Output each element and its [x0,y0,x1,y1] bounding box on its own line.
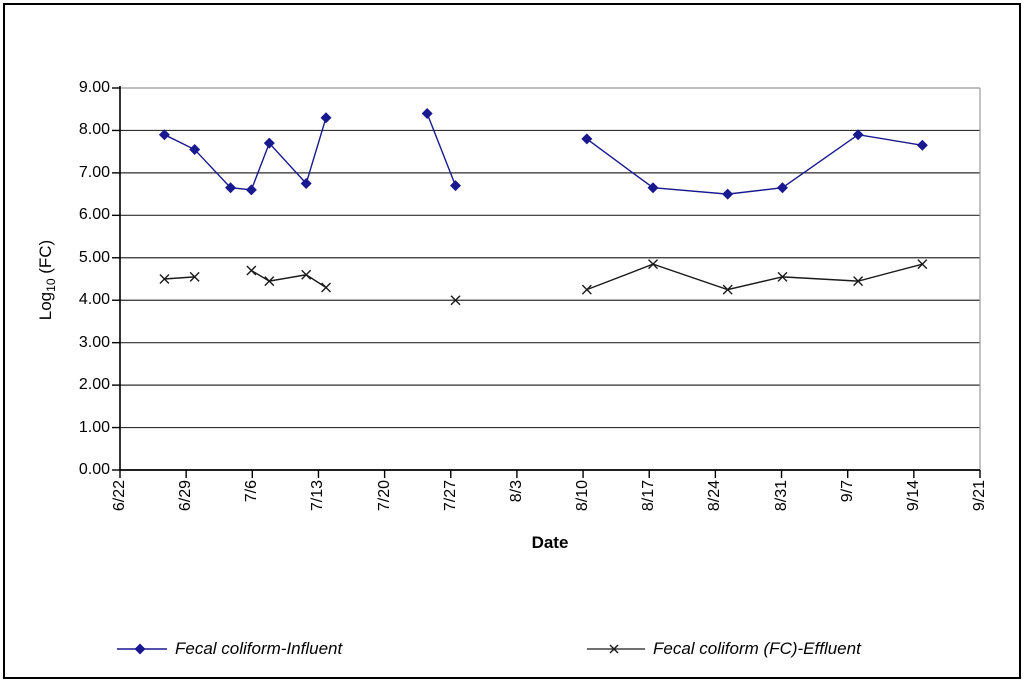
y-axis-title: Log10 (FC) [36,240,58,320]
data-point-diamond [225,182,237,194]
data-point-x [777,271,788,282]
legend-marker-influent-diamond-icon [117,643,167,655]
y-axis-title-subscript: 10 [44,278,59,292]
data-point-x [917,259,928,270]
legend-label-effluent: Fecal coliform (FC)-Effluent [653,639,861,658]
x-tick-label: 9/14 [904,480,922,512]
x-tick-label: 8/3 [507,480,525,503]
x-tick-label: 7/13 [309,480,327,512]
series-line [251,269,327,289]
y-axis-title-text: Log [35,291,55,321]
x-tick-label: 7/20 [375,480,393,512]
data-point-diamond [245,184,257,196]
series-line [426,113,457,186]
y-tick-label: 3.00 [78,333,110,351]
x-tick-label: 8/17 [640,480,658,512]
data-point-diamond [647,182,659,194]
data-point-x [853,276,864,287]
data-point-x [648,259,659,270]
series-line [164,276,195,280]
x-tick-label: 9/7 [838,480,856,503]
data-point-x [159,274,170,284]
y-tick-label: 1.00 [78,418,110,436]
x-tick-label: 8/10 [574,480,592,512]
data-point-diamond [776,182,788,194]
x-tick-label: 8/31 [772,480,790,512]
figure-border [3,3,1021,679]
y-tick-label: 7.00 [78,163,110,181]
y-tick-label: 5.00 [78,248,110,266]
data-point-x [722,284,733,295]
x-tick-label: 8/24 [706,480,724,512]
data-point-x [189,271,200,282]
y-tick-label: 9.00 [78,79,110,96]
data-point-x [301,269,312,280]
legend-marker-effluent-x-icon [587,644,645,654]
x-tick-label: 7/6 [243,480,261,503]
legend-label-influent: Fecal coliform-Influent [175,639,343,658]
x-tick-label: 6/29 [177,480,195,512]
data-point-x [246,265,257,276]
series-line [164,117,327,191]
data-point-diamond [320,112,332,124]
series-line [586,133,923,195]
data-point-diamond [158,129,170,141]
data-point-x [581,284,592,295]
data-point-diamond [449,180,461,192]
data-point-diamond [421,107,433,119]
x-tick-label: 9/21 [971,480,988,512]
data-point-x [450,295,461,306]
data-point-diamond [722,188,734,200]
y-tick-label: 2.00 [78,376,110,394]
x-tick-label: 7/27 [441,480,459,512]
legend-item-influent: Fecal coliform-Influent [116,639,342,659]
data-point-diamond [263,137,275,149]
data-point-x [321,282,332,293]
x-axis-title: Date [531,533,569,552]
data-point-diamond [189,144,201,156]
y-tick-label: 6.00 [78,206,110,224]
data-point-diamond [916,139,928,151]
series-line [586,263,923,291]
y-tick-label: 8.00 [78,121,110,139]
y-tick-label: 0.00 [78,461,110,478]
data-point-diamond [581,133,593,145]
data-point-diamond [300,178,312,189]
y-tick-label: 4.00 [78,291,110,309]
x-tick-label: 6/22 [111,480,128,512]
data-point-x [264,276,275,287]
data-point-diamond [852,129,864,141]
y-axis-title-units: (FC) [35,239,55,279]
legend-item-effluent: Fecal coliform (FC)-Effluent [586,639,861,659]
